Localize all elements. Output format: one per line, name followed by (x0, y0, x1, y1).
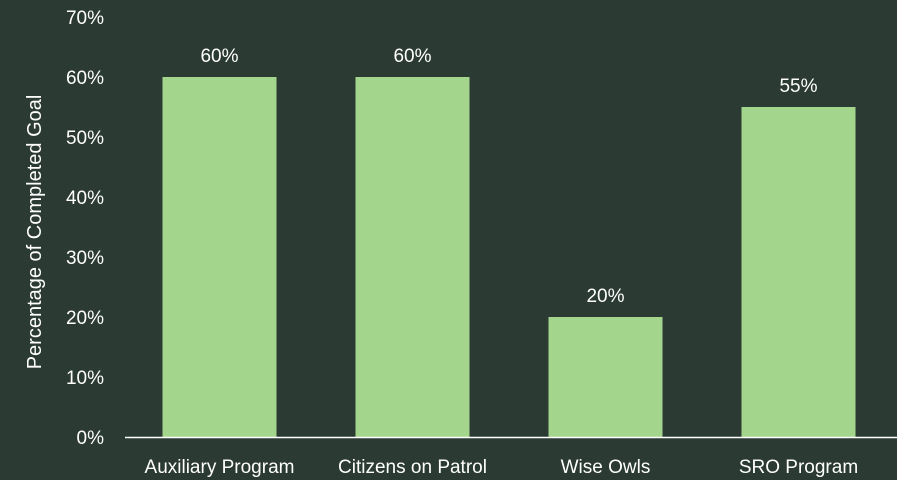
y-axis-title: Percentage of Completed Goal (24, 95, 46, 370)
bar-data-label: 60% (200, 46, 238, 67)
bar-data-label: 20% (586, 286, 624, 307)
bar (162, 77, 277, 437)
category-labels-group: Auxiliary Program Citizens on Patrol Wise … (145, 457, 859, 478)
y-tick-label: 60% (66, 68, 104, 89)
y-tick-label: 30% (66, 248, 104, 269)
category-label: Auxiliary Program (145, 457, 295, 478)
bar (355, 77, 470, 437)
y-tick-label: 10% (66, 368, 104, 389)
category-label: SRO Program (739, 457, 858, 478)
category-label: Wise Owls (561, 457, 651, 478)
category-label: Citizens on Patrol (338, 457, 487, 478)
y-tick-label: 0% (77, 428, 105, 449)
y-tick-label: 70% (66, 8, 104, 29)
bar (741, 107, 856, 437)
bars-group (162, 77, 856, 437)
data-labels-group: 60% 60% 20% 55% (200, 46, 817, 307)
y-tick-label: 50% (66, 128, 104, 149)
bar-data-label: 55% (779, 76, 817, 97)
bar-data-label: 60% (393, 46, 431, 67)
y-axis-ticks: 0% 10% 20% 30% 40% 50% 60% 70% (66, 8, 104, 449)
bar (548, 317, 663, 437)
y-tick-label: 20% (66, 308, 104, 329)
y-tick-label: 40% (66, 188, 104, 209)
